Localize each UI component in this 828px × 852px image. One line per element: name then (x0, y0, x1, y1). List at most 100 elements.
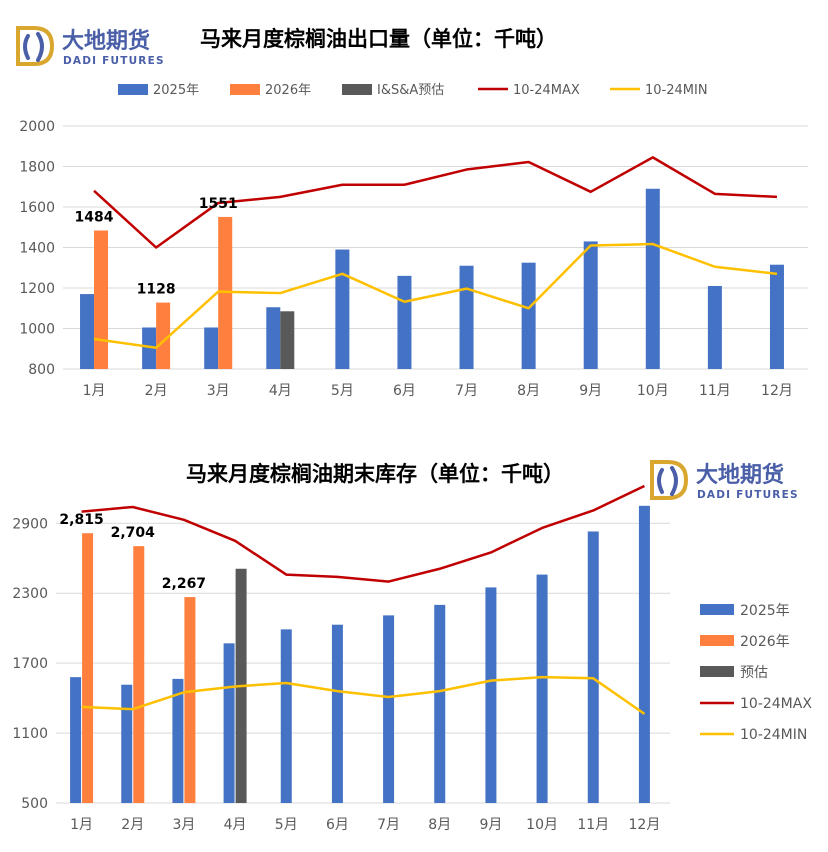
logo-name-cn: 大地期货 (696, 462, 784, 488)
dadi-logo-top: 大地期货 DADI FUTURES (16, 26, 165, 67)
bar-2025年 (521, 262, 536, 369)
x-tick-label: 5月 (275, 817, 298, 833)
chart1-legend-item-2025: 2025年 (118, 83, 199, 98)
bar-I&S&A预估 (280, 311, 295, 369)
legend-label: 2026年 (740, 634, 790, 650)
data-label: 2,815 (59, 512, 103, 528)
y-tick-label: 1100 (12, 726, 48, 742)
x-tick-label: 4月 (269, 383, 292, 399)
bar-2025年 (335, 249, 350, 369)
bar-2025年 (70, 677, 82, 803)
y-tick-label: 2900 (12, 516, 48, 532)
bar-2025年 (583, 241, 598, 369)
bar-2025年 (536, 574, 548, 803)
dadi-logo-mark-icon (16, 26, 55, 66)
x-tick-label: 9月 (479, 817, 502, 833)
x-tick-label: 3月 (207, 383, 230, 399)
bar-2025年 (459, 265, 474, 369)
bar-2025年 (383, 615, 395, 803)
chart1-legend-item-min: 10-24MIN (610, 83, 708, 98)
chart2-legend-item-2026: 2026年 (700, 634, 790, 650)
chart1-legend-item-2026: 2026年 (230, 83, 311, 98)
x-tick-label: 6月 (393, 383, 416, 399)
bar-2025年 (266, 307, 281, 369)
bar-2025年 (223, 643, 235, 803)
legend-swatch (700, 635, 734, 646)
chart2-title: 马来月度棕榈油期末库存（单位：千吨） (186, 462, 564, 486)
y-tick-label: 1200 (19, 281, 55, 297)
legend-label: 2026年 (265, 83, 311, 98)
legend-label: 10-24MAX (740, 696, 812, 712)
chart2-legend-item-max: 10-24MAX (700, 696, 812, 712)
bar-2026年 (184, 597, 196, 803)
bar-2025年 (485, 587, 497, 803)
bar-2025年 (204, 327, 219, 369)
legend-label: 10-24MAX (513, 83, 580, 98)
bar-2025年 (645, 188, 660, 369)
chart2-legend-item-estimate: 预估 (700, 665, 768, 681)
y-tick-label: 800 (28, 362, 55, 378)
data-label: 1128 (137, 282, 176, 298)
legend-label: 预估 (740, 665, 768, 681)
data-label: 1484 (75, 209, 114, 225)
line-10-24MAX (81, 484, 645, 583)
legend-swatch (700, 604, 734, 615)
legend-label: I&S&A预估 (377, 83, 444, 98)
chart1-legend-item-estimate: I&S&A预估 (342, 83, 444, 98)
logo-name-en: DADI FUTURES (63, 55, 165, 67)
y-tick-label: 1800 (19, 160, 55, 176)
x-tick-label: 5月 (331, 383, 354, 399)
data-label: 2,704 (111, 525, 156, 541)
bar-2025年 (638, 505, 650, 803)
x-tick-label: 4月 (224, 817, 247, 833)
chart2-plot: 500 1100 1700 2300 2900 1月 2月 3月 4月 5月 6月 7月 8月 9月 10月… (12, 484, 670, 833)
chart2-legend: 2025年 2026年 预估 10-24MAX 10-24MIN (700, 603, 812, 743)
bar-2025年 (121, 684, 133, 803)
x-tick-label: 9月 (579, 383, 602, 399)
x-tick-label: 1月 (83, 383, 106, 399)
dadi-logo-mark-icon (650, 460, 689, 500)
bar-2025年 (397, 275, 412, 369)
chart1-legend: 2025年 2026年 I&S&A预估 10-24MAX 10-24MIN (118, 83, 708, 98)
y-tick-label: 2000 (19, 119, 55, 135)
x-tick-label: 12月 (629, 817, 661, 833)
bar-2025年 (80, 294, 95, 369)
bar-2026年 (94, 230, 109, 369)
x-tick-label: 2月 (121, 817, 144, 833)
x-tick-label: 11月 (699, 383, 731, 399)
x-tick-label: 8月 (428, 817, 451, 833)
legend-label: 10-24MIN (645, 83, 708, 98)
legend-swatch (700, 666, 734, 677)
chart1-plot: 800 1000 1200 1400 1600 1800 2000 1月 2月 3月 4月 5月 6月 7… (19, 119, 808, 399)
logo-name-cn: 大地期货 (62, 28, 150, 54)
legend-swatch (118, 84, 148, 95)
y-tick-label: 2300 (12, 586, 48, 602)
x-tick-label: 1月 (70, 817, 93, 833)
dadi-logo-bottom: 大地期货 DADI FUTURES (650, 460, 798, 501)
legend-label: 2025年 (153, 83, 199, 98)
x-tick-label: 12月 (761, 383, 793, 399)
bar-2026年 (133, 546, 145, 803)
line-10-24MIN (93, 242, 778, 349)
y-tick-label: 500 (21, 796, 48, 812)
line-10-24MIN (81, 675, 646, 715)
bar-2025年 (172, 678, 184, 803)
chart1-title: 马来月度棕榈油出口量（单位：千吨） (200, 27, 557, 51)
bar-2025年 (142, 327, 157, 369)
bar-2026年 (156, 302, 171, 369)
line-10-24MAX (93, 156, 778, 249)
legend-label: 2025年 (740, 603, 790, 619)
bar-2026年 (82, 533, 94, 803)
x-tick-label: 7月 (455, 383, 478, 399)
legend-swatch (230, 84, 260, 95)
y-tick-label: 1000 (19, 322, 55, 338)
chart2-legend-item-2025: 2025年 (700, 603, 790, 619)
bar-2025年 (587, 531, 599, 803)
bar-2025年 (707, 285, 722, 369)
legend-label: 10-24MIN (740, 727, 807, 743)
x-tick-label: 8月 (517, 383, 540, 399)
bar-2025年 (280, 629, 292, 803)
chart2-legend-item-min: 10-24MIN (700, 727, 807, 743)
